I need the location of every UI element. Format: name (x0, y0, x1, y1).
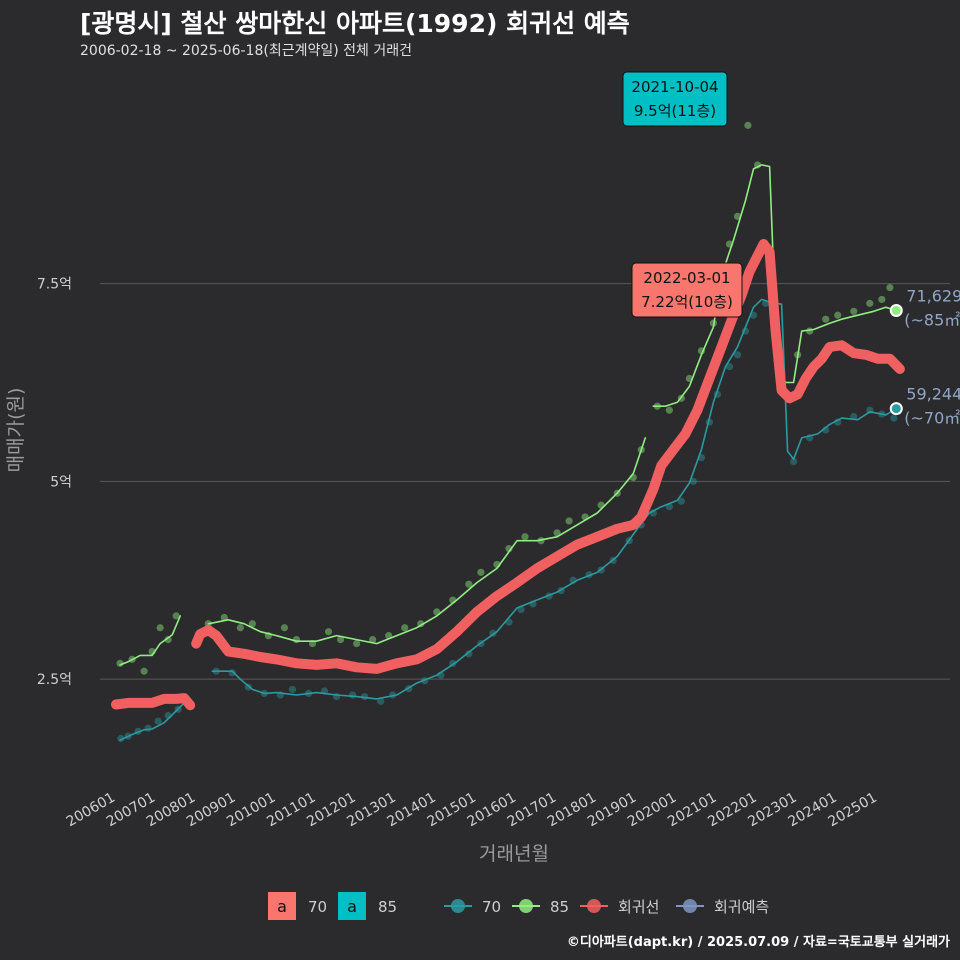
legend-fill-label: 85 (378, 898, 397, 916)
scatter-point (744, 121, 752, 129)
end-value-label: 71,629 (906, 286, 960, 305)
end-point-dot (891, 404, 901, 414)
scatter-point (689, 477, 697, 485)
series-line (652, 164, 898, 407)
scatter-point (144, 724, 152, 732)
legend-line-dot (683, 899, 697, 913)
grid-lines (100, 283, 950, 680)
scatter-point (725, 363, 734, 371)
scatter-point (248, 620, 256, 628)
scatter-point (288, 685, 297, 694)
credit-line: ©디아파트(dapt.kr) / 2025.07.09 / 자료=국토교통부 실… (566, 935, 950, 950)
scatter-point (822, 315, 830, 323)
scatter-point (834, 311, 842, 319)
y-tick-label: 2.5억 (37, 672, 72, 688)
annotation-date: 2022-03-01 (643, 269, 730, 287)
legend-line-label: 회귀예측 (714, 898, 769, 916)
scatter-point (733, 212, 742, 220)
scatter-point (164, 636, 172, 644)
annotation-box (631, 262, 743, 318)
scatter-point (733, 351, 742, 359)
series-line (191, 239, 905, 674)
end-point-dot (891, 305, 901, 315)
y-tick-label: 5억 (50, 474, 72, 490)
legend-line-label: 회귀선 (618, 898, 659, 916)
legend-line-dot (451, 899, 465, 913)
series-lines (111, 164, 905, 741)
legend: a 70 a 85 70 85 회귀선 회귀예측 (268, 892, 769, 920)
scatter-point (117, 734, 125, 743)
axes: 2.5억5억7.5억200601200701200801200901201001… (37, 277, 880, 831)
scatter-point (292, 636, 301, 644)
legend-line-dot (519, 899, 533, 913)
series-line (111, 693, 196, 711)
series-line (207, 437, 647, 645)
scatter-point (377, 697, 385, 705)
annotation-date: 2021-10-04 (631, 78, 718, 96)
scatter-point (172, 612, 180, 620)
scatter-point (401, 624, 409, 632)
scatter-point (324, 628, 333, 636)
scatter-point (220, 613, 228, 622)
scatter-point (790, 458, 798, 466)
end-area-label: (~85㎡) (904, 310, 960, 329)
scatter-point (336, 636, 345, 644)
scatter-point (850, 307, 858, 315)
legend-fill-key-letter: a (347, 897, 357, 916)
series-line (211, 298, 898, 700)
annotation-text: 7.22억(10층) (641, 293, 733, 311)
scatter-point (850, 412, 858, 421)
scatter-point (465, 650, 473, 658)
legend-line-label: 85 (550, 898, 569, 916)
scatter-point (521, 533, 529, 541)
legend-fill-key (268, 892, 296, 920)
scatter-point (280, 624, 289, 632)
annotation-box (622, 71, 728, 127)
scatter-point (477, 568, 485, 576)
legend-fill-label: 70 (308, 898, 327, 916)
scatter-point (156, 624, 164, 632)
scatter-point (348, 691, 357, 699)
scatter-point (140, 667, 148, 675)
series-line (119, 702, 185, 741)
legend-line-label: 70 (482, 898, 501, 916)
scatter-point (553, 529, 561, 537)
scatter-point (890, 414, 898, 422)
y-axis-label: 매매가(원) (5, 388, 27, 473)
scatter-point (665, 406, 673, 414)
legend-fill-key-letter: a (277, 897, 287, 916)
page-title: [광명시] 철산 쌍마한신 아파트(1992) 회귀선 예측 (80, 9, 630, 38)
x-axis-label: 거래년월 (479, 843, 549, 865)
scatter-point (236, 624, 244, 632)
end-value-label: 59,244 (906, 385, 960, 404)
y-tick-label: 7.5억 (37, 277, 72, 293)
scatter-point (878, 295, 886, 304)
scatter-point (353, 639, 361, 648)
scatter-point (465, 580, 473, 588)
scatter-point (116, 659, 124, 667)
scatter-point (154, 717, 162, 725)
scatter-point (565, 517, 573, 525)
scatter-point (369, 636, 377, 644)
annotations: 71,629 (~85㎡) 59,244 (~70㎡) 2021-10-04 9.5억(1… (622, 71, 960, 428)
series-line (119, 615, 181, 666)
annotation-text: 9.5억(11층) (634, 102, 716, 120)
legend-fill-key (338, 892, 366, 920)
end-area-label: (~70㎡) (904, 409, 960, 428)
scatter-point (677, 497, 685, 505)
page-subtitle: 2006-02-18 ~ 2025-06-18(최근계약일) 전체 거래건 (80, 43, 412, 59)
scatter-point (886, 283, 894, 292)
scatter-point (866, 299, 874, 307)
legend-line-dot (587, 899, 601, 913)
